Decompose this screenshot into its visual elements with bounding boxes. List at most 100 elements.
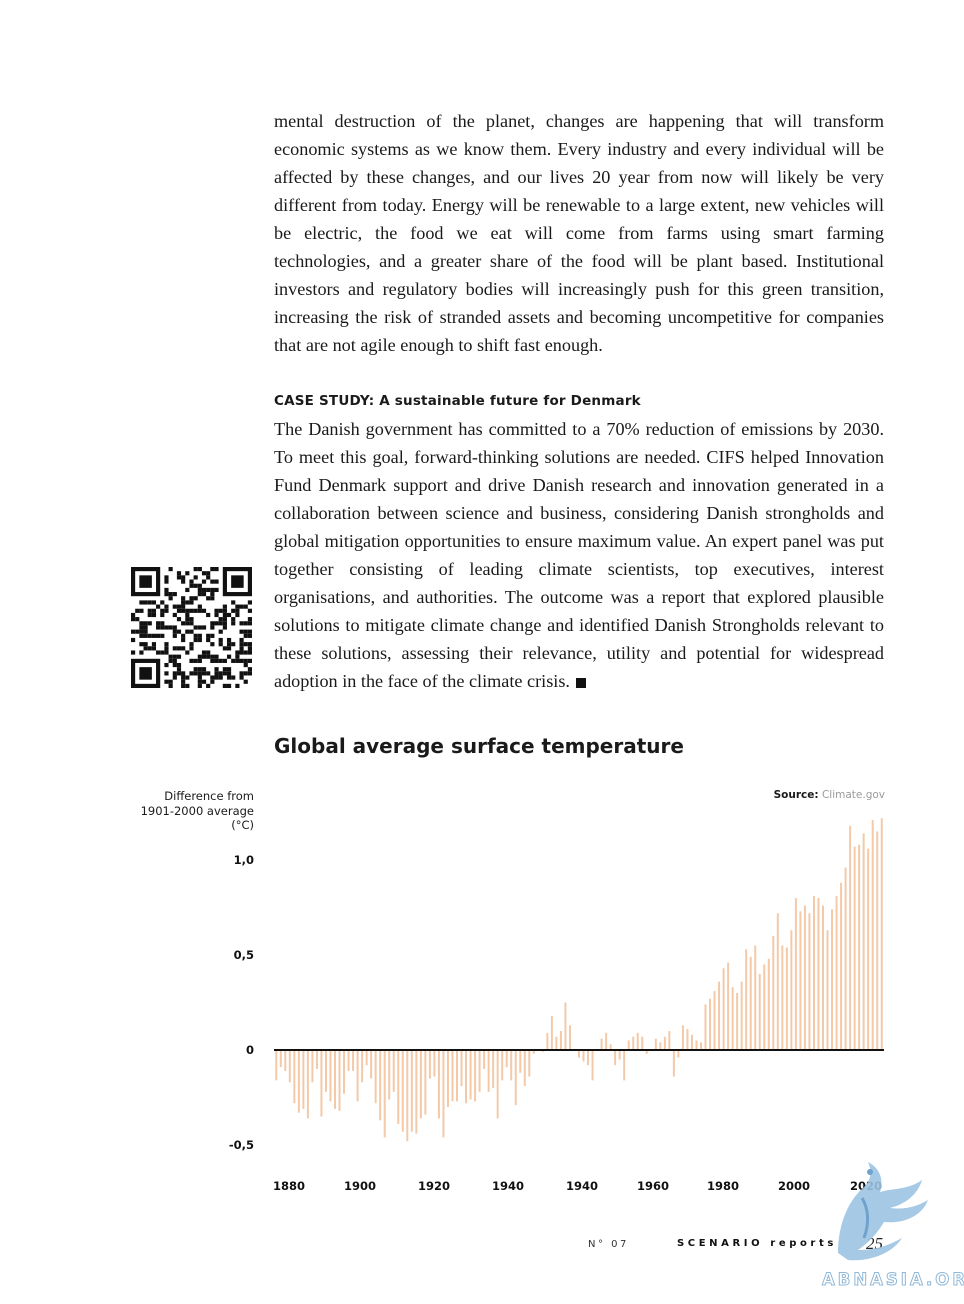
y-tick-label: 1,0 <box>234 853 254 867</box>
temperature-bar <box>433 1050 436 1077</box>
temperature-bar <box>315 1050 318 1069</box>
temperature-bar <box>690 1034 693 1050</box>
temperature-bar <box>623 1050 626 1081</box>
publication-name: SCENARIO reports <box>677 1238 837 1249</box>
temperature-bar <box>324 1050 327 1092</box>
temperature-bar <box>817 898 820 1050</box>
temperature-bar <box>668 1031 671 1050</box>
temperature-bar <box>451 1050 454 1102</box>
temperature-bar <box>442 1050 445 1138</box>
temperature-bar <box>392 1050 395 1092</box>
temperature-bar <box>826 930 829 1050</box>
temperature-bar <box>840 882 843 1050</box>
temperature-bar <box>600 1038 603 1050</box>
temperature-bar <box>361 1050 364 1083</box>
temperature-bar <box>812 896 815 1050</box>
temperature-bar <box>790 930 793 1050</box>
temperature-bar <box>686 1029 689 1050</box>
x-tick-label: 1900 <box>344 1179 376 1193</box>
temperature-bar <box>799 911 802 1050</box>
temperature-bar <box>627 1040 630 1050</box>
temperature-bar <box>718 981 721 1050</box>
x-tick-label: 1940 <box>566 1179 598 1193</box>
temperature-bar <box>379 1050 382 1121</box>
temperature-bar <box>785 947 788 1050</box>
temperature-bar <box>365 1050 368 1066</box>
temperature-bar <box>469 1050 472 1100</box>
temperature-bar <box>428 1050 431 1079</box>
temperature-bar <box>401 1050 404 1132</box>
temperature-bar <box>763 964 766 1050</box>
qr-code[interactable] <box>131 567 252 688</box>
temperature-bar <box>858 844 861 1050</box>
temperature-bar <box>424 1050 427 1115</box>
temperature-bar <box>659 1042 662 1050</box>
temperature-bar <box>410 1050 413 1132</box>
temperature-bar <box>397 1050 400 1125</box>
temperature-bar <box>695 1040 698 1050</box>
y-tick-label: 0 <box>246 1043 254 1057</box>
temperature-bar <box>849 825 852 1050</box>
chart-source: Source: Climate.gov <box>774 789 885 801</box>
case-study-heading: CASE STUDY: A sustainable future for Den… <box>274 393 641 409</box>
temperature-bar <box>808 913 811 1050</box>
temperature-bar <box>700 1042 702 1050</box>
temperature-bar <box>514 1050 517 1106</box>
temperature-bar <box>302 1050 305 1109</box>
case-study-paragraph: The Danish government has committed to a… <box>274 415 884 695</box>
temperature-bar <box>519 1050 522 1073</box>
temperature-bar <box>844 867 847 1050</box>
temperature-bar <box>456 1050 458 1102</box>
temperature-bar <box>618 1050 621 1060</box>
temperature-bar <box>478 1050 481 1092</box>
x-tick-label: 1920 <box>418 1179 450 1193</box>
y-tick-label: 0,5 <box>234 948 254 962</box>
chart-title: Global average surface temperature <box>274 734 684 758</box>
temperature-bar <box>338 1050 341 1111</box>
temperature-bar <box>632 1036 635 1050</box>
temperature-bar <box>758 974 761 1050</box>
end-mark-icon <box>575 677 586 688</box>
x-tick-label: 1980 <box>707 1179 739 1193</box>
temperature-bar <box>334 1050 336 1109</box>
temperature-bar <box>772 936 775 1050</box>
temperature-bar <box>356 1050 359 1102</box>
temperature-bar <box>347 1050 350 1071</box>
temperature-bar <box>564 1002 567 1050</box>
temperature-bar <box>311 1050 314 1083</box>
temperature-bar <box>415 1050 418 1134</box>
temperature-bar <box>794 898 797 1050</box>
temperature-bar <box>578 1050 580 1058</box>
temperature-bar <box>609 1044 612 1050</box>
temperature-bar <box>329 1050 332 1102</box>
temperature-bar <box>370 1050 373 1079</box>
temperature-bar <box>297 1050 300 1113</box>
temperature-bar <box>474 1050 477 1102</box>
temperature-bar <box>736 993 739 1050</box>
temperature-bar <box>352 1050 355 1071</box>
temperature-bar <box>754 945 757 1050</box>
temperature-bar <box>537 1050 540 1051</box>
temperature-bar <box>781 945 784 1050</box>
temperature-bar <box>279 1050 282 1068</box>
y-tick-label: -0,5 <box>229 1138 254 1152</box>
temperature-bar <box>704 1004 707 1050</box>
temperature-bar <box>492 1050 495 1088</box>
source-value: Climate.gov <box>821 789 885 801</box>
temperature-bar <box>388 1050 391 1100</box>
temperature-bar <box>876 831 879 1050</box>
temperature-bar <box>582 1050 585 1062</box>
temperature-bar <box>831 909 834 1050</box>
temperature-bar <box>288 1050 291 1083</box>
temperature-bar <box>275 1050 278 1081</box>
temperature-bar <box>573 1050 576 1051</box>
temperature-bar <box>654 1038 657 1050</box>
temperature-bar <box>320 1050 323 1117</box>
temperature-bar <box>803 905 806 1050</box>
temperature-bar <box>496 1050 499 1119</box>
temperature-bar <box>487 1050 490 1092</box>
temperature-bar <box>835 896 838 1050</box>
temperature-bar <box>546 1032 549 1050</box>
issue-number: N° 07 <box>588 1239 629 1250</box>
temperature-bar <box>550 1015 553 1050</box>
